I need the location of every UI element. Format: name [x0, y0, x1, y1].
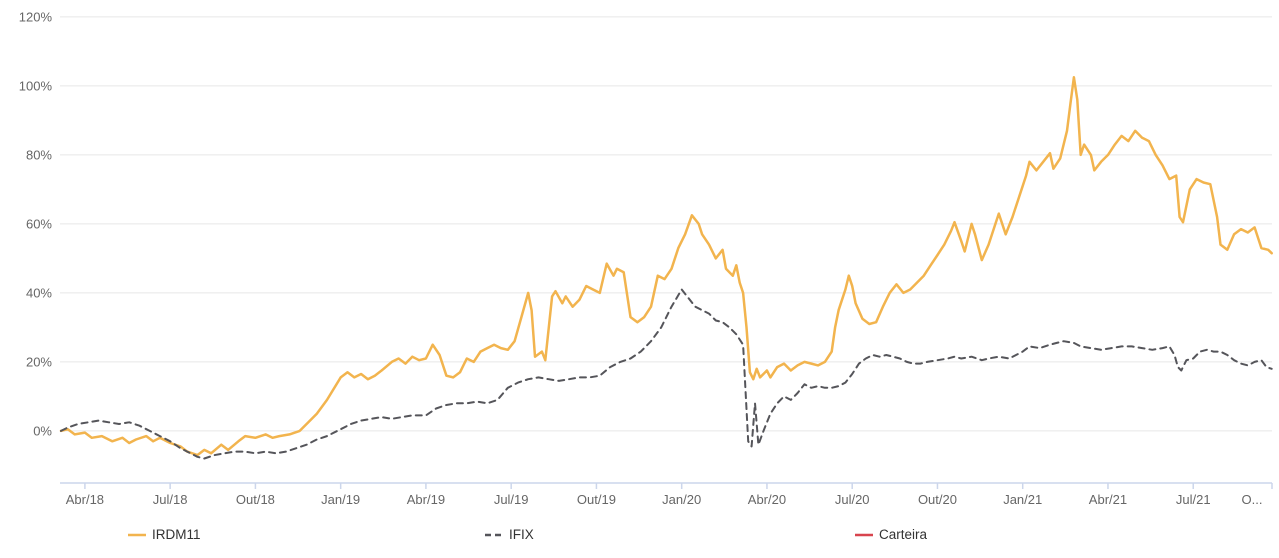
x-axis-tick-label: Abr/21 — [1089, 492, 1127, 507]
y-axis-tick-label: 60% — [26, 216, 52, 231]
series-line-irdm11[interactable] — [59, 76, 1273, 457]
x-axis-tick-label: Abr/19 — [407, 492, 445, 507]
legend-label: Carteira — [879, 527, 928, 542]
x-axis-tick-label: Jan/21 — [1003, 492, 1042, 507]
legend-item-irdm11[interactable]: IRDM11 — [128, 524, 201, 546]
chart-legend: IRDM11 IFIX Carteira — [0, 524, 1279, 548]
x-axis-tick-label: Jul/20 — [835, 492, 870, 507]
x-axis-tick-label: Abr/20 — [748, 492, 786, 507]
legend-swatch-solid-line-icon — [855, 533, 873, 537]
x-axis-tick-label: Out/19 — [577, 492, 616, 507]
y-axis-tick-label: 120% — [19, 9, 53, 24]
x-axis-tick-label: Jul/18 — [153, 492, 188, 507]
plot-area[interactable]: 120% 100% 80% 60% 40% 20% 0% Abr/18 Jul/18 Out/18… — [0, 0, 1279, 515]
y-axis-tick-label: 100% — [19, 78, 53, 93]
x-axis-tick-label: Abr/18 — [66, 492, 104, 507]
x-axis-tick-label: Out/20 — [918, 492, 957, 507]
y-axis-tick-label: 20% — [26, 354, 52, 369]
x-axis-tick-label: Jan/19 — [321, 492, 360, 507]
legend-item-ifix[interactable]: IFIX — [485, 524, 534, 546]
x-axis-tick-label: Jan/20 — [662, 492, 701, 507]
y-axis-tick-label: 0% — [33, 423, 52, 438]
legend-swatch-dashed-line-icon — [485, 533, 503, 537]
legend-item-carteira[interactable]: Carteira — [855, 524, 927, 546]
y-axis-tick-label: 40% — [26, 285, 52, 300]
x-axis-tick-label: O... — [1242, 492, 1263, 507]
legend-label: IRDM11 — [152, 527, 201, 542]
y-axis-tick-label: 80% — [26, 147, 52, 162]
x-axis-tick-label: Jul/19 — [494, 492, 529, 507]
legend-swatch-solid-line-icon — [128, 533, 146, 537]
legend-label: IFIX — [509, 527, 534, 542]
series-line-ifix[interactable] — [60, 288, 1273, 460]
x-axis-tick-label: Out/18 — [236, 492, 275, 507]
x-axis-tick-label: Jul/21 — [1176, 492, 1211, 507]
